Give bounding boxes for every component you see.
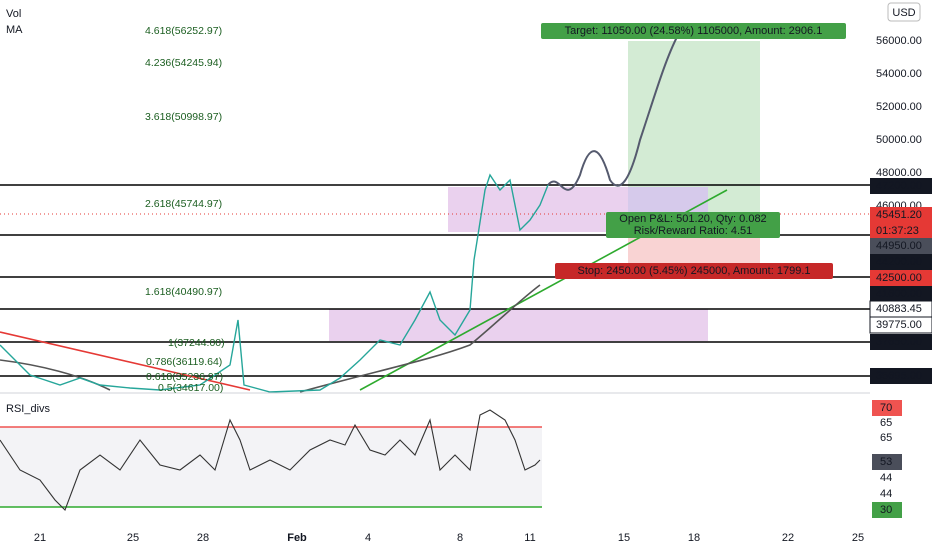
price-label: 37650.00 <box>876 336 922 348</box>
rsi-label: 70 <box>880 402 892 414</box>
price-label: 01:37:23 <box>876 225 919 237</box>
price-badge <box>870 178 932 194</box>
fib-label: 1.618(40490.97) <box>145 286 222 298</box>
trade-badge <box>541 23 846 39</box>
time-label: 22 <box>782 532 794 544</box>
trade-badge <box>555 263 833 279</box>
legend-item: Vol <box>6 8 21 20</box>
time-label: 4 <box>365 532 371 544</box>
price-badge <box>870 270 932 286</box>
rsi-badge <box>872 502 902 518</box>
rsi-label: 65 <box>880 432 892 444</box>
rsi-band <box>0 427 542 507</box>
projection <box>547 34 679 191</box>
time-label: 25 <box>852 532 864 544</box>
price-badge <box>870 238 932 254</box>
price-label: 52000.00 <box>876 101 922 113</box>
range-box <box>448 187 628 232</box>
fib-label: 4.618(56252.97) <box>145 25 222 37</box>
price-badge <box>870 286 932 302</box>
currency-box <box>887 2 921 22</box>
price-label: 35695.00 <box>876 370 922 382</box>
price-badge <box>870 334 932 350</box>
price-label: 44200.00 <box>876 256 922 268</box>
price-badge <box>870 254 932 270</box>
price-badge <box>869 316 932 334</box>
time-label: 28 <box>197 532 209 544</box>
price-label: 45451.20 <box>876 209 922 221</box>
price <box>0 173 549 393</box>
rsi-label: 30 <box>880 504 892 516</box>
fib-label: 0.5(34617.00) <box>158 382 223 394</box>
price-label: 54000.00 <box>876 68 922 80</box>
price-badge <box>870 207 932 223</box>
fib-label: 4.236(54245.94) <box>145 57 222 69</box>
price-label: 48000.00 <box>876 167 922 179</box>
time-label: Feb <box>287 532 307 544</box>
price-label: 42500.00 <box>876 272 922 284</box>
time-label: 11 <box>524 532 535 544</box>
price-label: 39775.00 <box>876 319 922 331</box>
fib-label: 2.618(45744.97) <box>145 198 222 210</box>
time-label: 15 <box>618 532 630 544</box>
rsi-badge <box>872 400 902 416</box>
down-trend <box>0 331 251 391</box>
price-label: 41600.00 <box>876 288 922 300</box>
rsi-line <box>0 409 541 511</box>
legend-item: MA <box>6 24 23 36</box>
price-label: 44950.00 <box>876 240 922 252</box>
time-label: 25 <box>127 532 139 544</box>
rsi-label: 65 <box>880 417 892 429</box>
price-label: 40883.45 <box>876 303 922 315</box>
time-label: 18 <box>688 532 700 544</box>
price-badge <box>870 368 932 384</box>
range-box <box>329 309 708 341</box>
pnl-badge <box>606 212 780 238</box>
rsi-badge <box>872 454 902 470</box>
trade-label: Target: 11050.00 (24.58%) 1105000, Amoun… <box>565 25 823 37</box>
fib-label: 0.618(35236.97) <box>146 371 223 383</box>
price-badge <box>870 223 932 239</box>
fib-label: 3.618(50998.97) <box>145 111 222 123</box>
rsi-label: 53 <box>880 456 892 468</box>
time-label: 21 <box>34 532 46 544</box>
price-label: 50000.00 <box>876 134 922 146</box>
trade-label: Open P&L: 501.20, Qty: 0.082 <box>619 213 766 225</box>
price-label: 47200.00 <box>876 180 922 192</box>
rsi-label: 44 <box>880 472 892 484</box>
fib-label: 0.786(36119.64) <box>146 356 222 368</box>
price-label: 56000.00 <box>876 35 922 47</box>
rsi-label: 44 <box>880 488 892 500</box>
target-zone <box>628 41 760 187</box>
fib-label: 1(37244.00) <box>168 337 225 349</box>
rsi-name: RSI_divs <box>6 403 51 415</box>
trade-label: Risk/Reward Ratio: 4.51 <box>634 225 753 237</box>
time-label: 8 <box>457 532 463 544</box>
currency: USD <box>892 7 915 19</box>
trade-label: Stop: 2450.00 (5.45%) 245000, Amount: 17… <box>577 265 810 277</box>
